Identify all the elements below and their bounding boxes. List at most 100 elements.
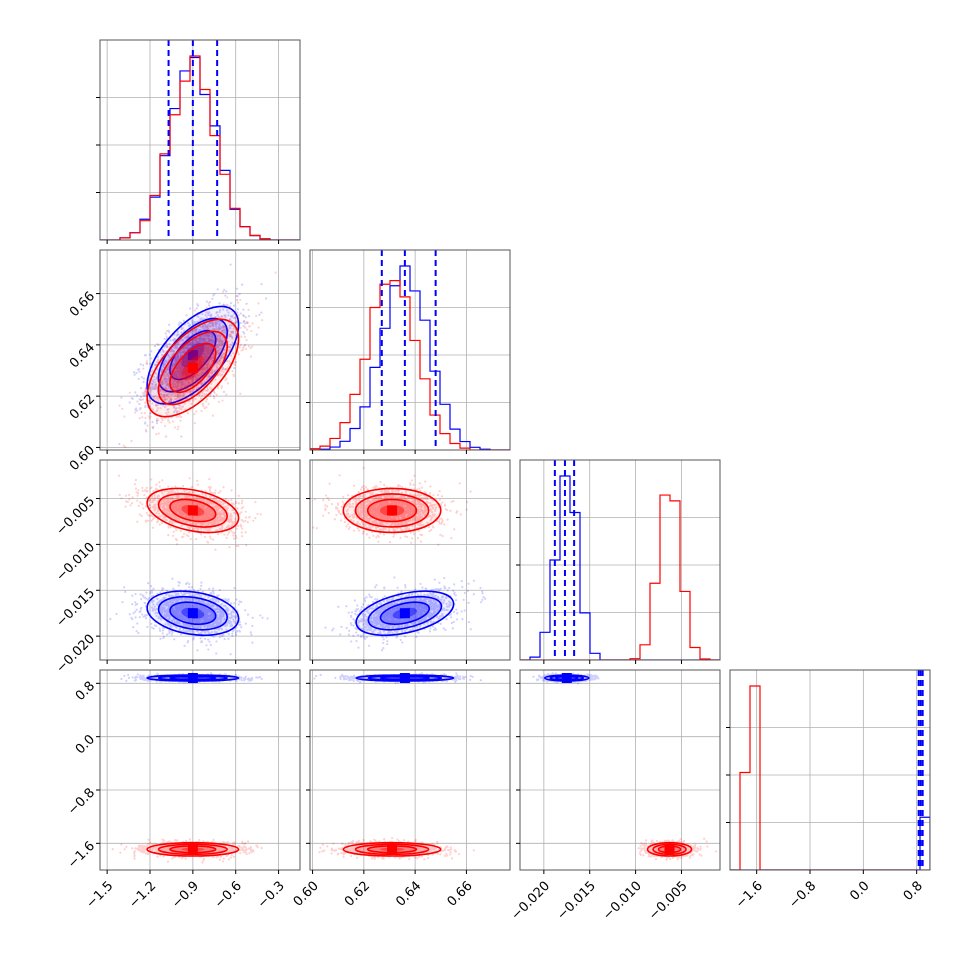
scatter-point (162, 363, 165, 367)
scatter-point (176, 355, 180, 358)
scatter-point (219, 356, 222, 359)
y-tick-label: 0.60 (67, 443, 98, 474)
scatter-point (232, 304, 236, 307)
scatter-point (245, 544, 248, 547)
scatter-point (144, 390, 147, 393)
scatter-point (231, 632, 234, 635)
scatter-point (143, 412, 146, 415)
scatter-point (149, 393, 152, 397)
scatter-point (231, 314, 234, 317)
scatter-point (164, 377, 167, 380)
scatter-point (201, 371, 204, 374)
scatter-point (211, 328, 214, 331)
scatter-point (183, 357, 186, 360)
scatter-point (235, 319, 238, 323)
scatter-point (199, 348, 202, 352)
scatter-point (202, 382, 206, 385)
scatter-point (137, 377, 140, 381)
scatter-point (178, 367, 181, 371)
scatter-point (157, 374, 160, 377)
scatter-point (138, 398, 141, 401)
scatter-point (139, 398, 143, 402)
scatter-point (188, 380, 192, 384)
scatter-point (207, 345, 210, 349)
scatter-point (200, 409, 203, 413)
scatter-point (199, 340, 202, 343)
scatter-point (208, 321, 212, 325)
scatter-point (200, 317, 203, 320)
scatter-point (151, 383, 154, 386)
scatter-point (176, 395, 179, 398)
scatter-point (214, 322, 217, 325)
scatter-point (186, 383, 189, 386)
scatter-point (182, 361, 185, 364)
scatter-point (184, 378, 187, 381)
scatter-point (165, 383, 168, 387)
scatter-point (171, 382, 174, 385)
scatter-point (189, 390, 192, 393)
scatter-point (208, 339, 211, 343)
scatter-point (184, 370, 187, 373)
scatter-point (174, 374, 177, 378)
scatter-point (175, 380, 179, 384)
scatter-point (251, 616, 254, 619)
scatter-point (192, 636, 195, 640)
scatter-point (166, 378, 169, 381)
scatter-point (242, 308, 245, 311)
scatter-point (186, 412, 190, 415)
scatter-point (208, 587, 211, 590)
scatter-point (139, 593, 142, 596)
scatter-point (195, 410, 198, 413)
scatter-point (152, 627, 155, 630)
scatter-point (174, 382, 177, 386)
scatter-point (145, 387, 148, 390)
scatter-point (222, 342, 225, 345)
scatter-point (180, 354, 183, 357)
scatter-point (218, 348, 221, 351)
scatter-point (224, 294, 227, 297)
scatter-point (250, 633, 253, 636)
scatter-point (178, 376, 181, 379)
scatter-point (190, 361, 193, 364)
scatter-point (258, 313, 261, 316)
scatter-point (206, 346, 209, 350)
scatter-point (238, 346, 241, 349)
scatter-point (242, 319, 245, 322)
scatter-point (179, 371, 182, 374)
scatter-point (200, 373, 203, 376)
scatter-point (163, 390, 166, 394)
scatter-point (165, 435, 168, 438)
scatter-point (206, 348, 209, 351)
scatter-point (186, 354, 189, 357)
scatter-point (174, 409, 177, 412)
scatter-point (184, 365, 187, 368)
scatter-point (195, 347, 198, 350)
scatter-point (198, 363, 201, 366)
scatter-point (203, 407, 206, 410)
scatter-point (207, 348, 211, 351)
scatter-point (166, 372, 169, 376)
scatter-point (164, 379, 167, 382)
scatter-point (159, 629, 162, 632)
scatter-point (175, 385, 178, 388)
scatter-point (207, 327, 210, 331)
scatter-point (175, 528, 178, 532)
scatter-point (180, 376, 183, 379)
scatter-point (218, 337, 221, 340)
scatter-point (235, 342, 238, 345)
scatter-point (227, 314, 230, 317)
scatter-point (216, 311, 219, 314)
scatter-point (177, 365, 180, 368)
scatter-point (177, 584, 180, 587)
scatter-point (176, 343, 179, 346)
scatter-point (171, 338, 175, 342)
scatter-point (162, 635, 166, 638)
scatter-point (231, 330, 234, 333)
scatter-point (177, 323, 181, 326)
scatter-point (238, 600, 241, 603)
scatter-point (216, 361, 219, 364)
scatter-point (124, 446, 127, 449)
scatter-point (193, 351, 196, 354)
scatter-point (204, 356, 207, 359)
scatter-point (200, 639, 203, 643)
